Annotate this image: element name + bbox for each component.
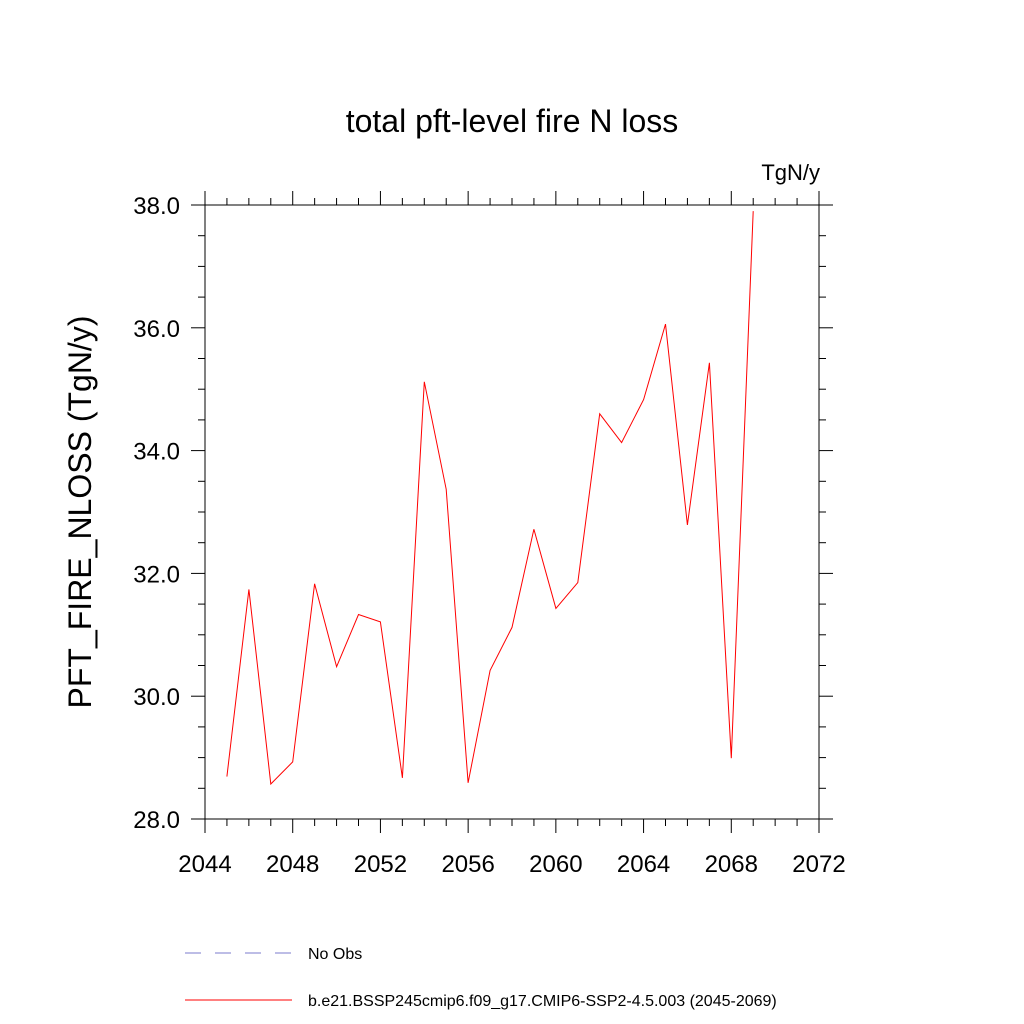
series-group (226, 211, 754, 786)
y-tick-label: 32.0 (133, 561, 180, 588)
y-tick-label: 38.0 (133, 193, 180, 220)
series-line (226, 211, 754, 786)
x-tick-label: 2064 (617, 851, 670, 878)
y-tick-label: 28.0 (133, 807, 180, 834)
x-tick-label: 2052 (354, 851, 407, 878)
y-tick-label: 30.0 (133, 684, 180, 711)
x-tick-label: 2068 (705, 851, 758, 878)
y-tick-label: 36.0 (133, 316, 180, 343)
chart-title: total pft-level fire N loss (346, 103, 679, 139)
axis-ticks: 2044 2048 2052 2056 2060 2064 2068 2072 28.0 30.0… (133, 191, 846, 878)
x-tick-label: 2060 (529, 851, 582, 878)
legend-label-no-obs: No Obs (308, 946, 362, 963)
legend-label-model: b.e21.BSSP245cmip6.f09_g17.CMIP6-SSP2-4.… (308, 993, 777, 1010)
y-tick-label: 34.0 (133, 439, 180, 466)
x-tick-label: 2048 (266, 851, 319, 878)
units-label: TgN/y (761, 160, 820, 185)
x-tick-label: 2072 (792, 851, 845, 878)
x-tick-label: 2044 (178, 851, 231, 878)
legend: No Obs b.e21.BSSP245cmip6.f09_g17.CMIP6-… (185, 946, 777, 1010)
y-axis-label: PFT_FIRE_NLOSS (TgN/y) (62, 316, 98, 709)
x-tick-label: 2056 (441, 851, 494, 878)
